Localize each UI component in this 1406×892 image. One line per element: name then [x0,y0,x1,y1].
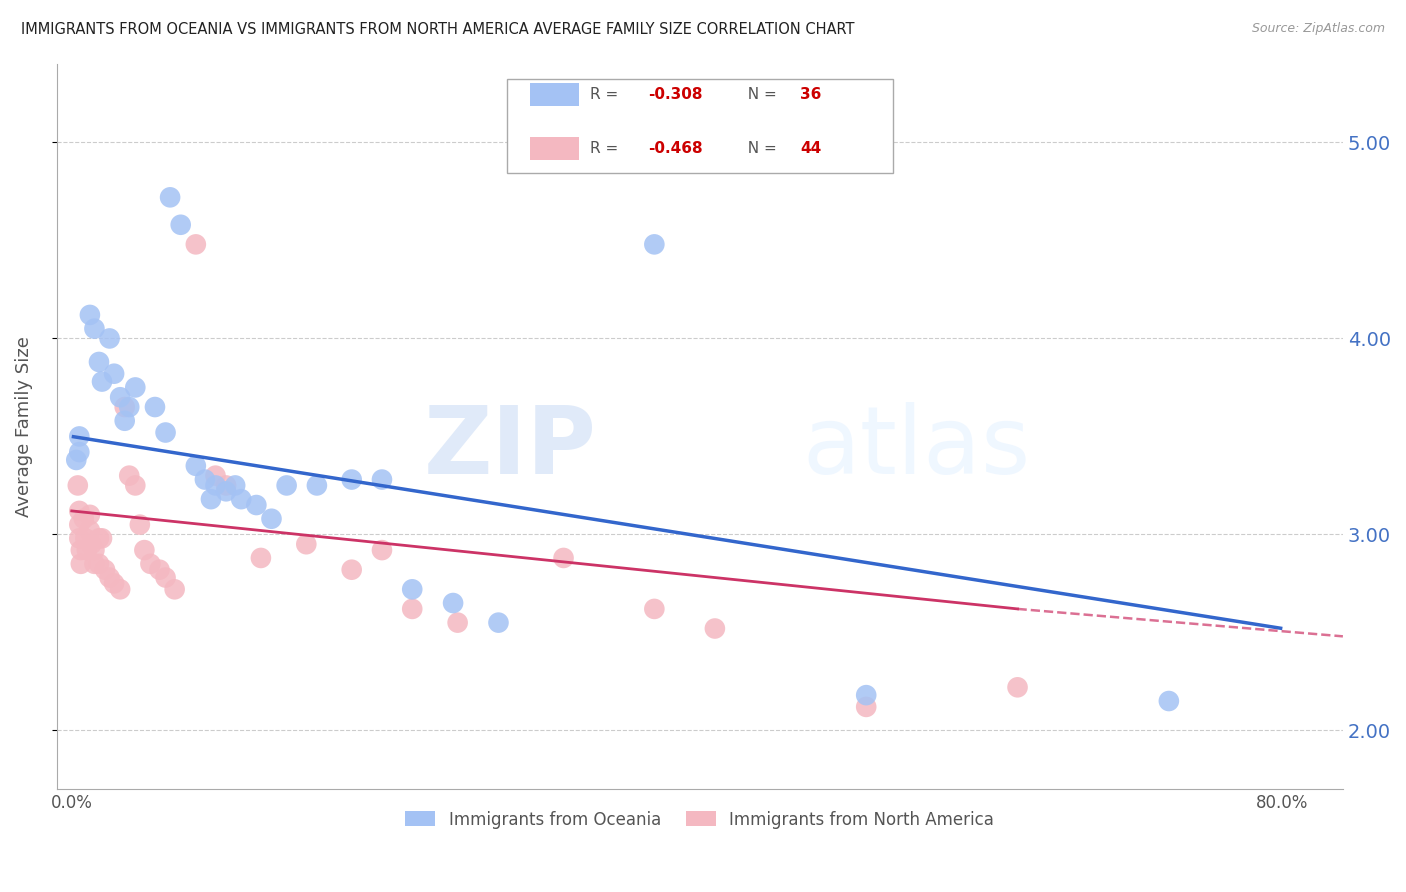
FancyBboxPatch shape [506,78,893,173]
Text: N =: N = [738,87,782,102]
Point [155,570,177,584]
Point [118,468,141,483]
Point [371,543,394,558]
Text: -0.308: -0.308 [648,87,703,102]
Point [75,532,97,546]
Point [401,602,423,616]
Point [371,473,394,487]
Point [340,473,363,487]
Point [91,532,114,546]
Point [204,478,226,492]
Point [488,615,510,630]
Point [148,563,170,577]
Point [194,473,217,487]
Text: ZIP: ZIP [425,402,598,494]
Point [159,190,181,204]
Text: 36: 36 [800,87,821,102]
Text: atlas: atlas [803,402,1031,494]
Point [134,543,156,558]
Legend: Immigrants from Oceania, Immigrants from North America: Immigrants from Oceania, Immigrants from… [399,804,1001,835]
Point [87,532,110,546]
Point [91,375,114,389]
Text: 44: 44 [800,141,821,156]
Point [94,563,117,577]
Point [200,492,222,507]
Point [163,582,186,597]
Point [83,543,105,558]
Point [103,367,125,381]
Point [103,576,125,591]
Point [703,622,725,636]
Point [184,458,207,473]
Text: IMMIGRANTS FROM OCEANIA VS IMMIGRANTS FROM NORTH AMERICA AVERAGE FAMILY SIZE COR: IMMIGRANTS FROM OCEANIA VS IMMIGRANTS FR… [21,22,855,37]
Point [401,582,423,597]
Point [204,468,226,483]
Point [87,355,110,369]
Point [855,688,877,702]
Point [67,429,90,443]
Point [215,478,238,492]
Point [1007,681,1029,695]
FancyBboxPatch shape [530,83,579,106]
Point [114,400,136,414]
Point [79,308,101,322]
Point [98,331,121,345]
Point [643,602,665,616]
Point [139,557,162,571]
Point [67,445,90,459]
Point [76,543,98,558]
Point [98,570,121,584]
Point [124,380,146,394]
Y-axis label: Average Family Size: Average Family Size [15,336,32,517]
Point [855,699,877,714]
Text: R =: R = [591,141,623,156]
Point [79,508,101,522]
Point [184,237,207,252]
Point [65,453,87,467]
Point [446,615,468,630]
Point [73,512,96,526]
Text: Source: ZipAtlas.com: Source: ZipAtlas.com [1251,22,1385,36]
FancyBboxPatch shape [530,136,579,160]
Point [118,400,141,414]
Point [87,557,110,571]
Point [69,543,91,558]
Point [108,582,131,597]
Point [643,237,665,252]
Point [155,425,177,440]
Point [83,557,105,571]
Point [260,512,283,526]
Point [276,478,298,492]
Point [66,478,89,492]
Point [170,218,193,232]
Point [295,537,318,551]
Point [67,517,90,532]
Point [340,563,363,577]
Point [245,498,267,512]
Point [128,517,150,532]
Point [83,321,105,335]
Point [305,478,328,492]
Point [108,390,131,404]
Point [441,596,464,610]
Point [67,504,90,518]
Point [250,551,273,566]
Point [1157,694,1180,708]
Point [69,557,91,571]
Point [143,400,166,414]
Point [124,478,146,492]
Point [215,484,238,499]
Text: R =: R = [591,87,623,102]
Point [224,478,246,492]
Text: N =: N = [738,141,782,156]
Point [80,537,103,551]
Point [114,414,136,428]
Point [67,532,90,546]
Text: -0.468: -0.468 [648,141,703,156]
Point [231,492,253,507]
Point [553,551,575,566]
Point [79,524,101,538]
